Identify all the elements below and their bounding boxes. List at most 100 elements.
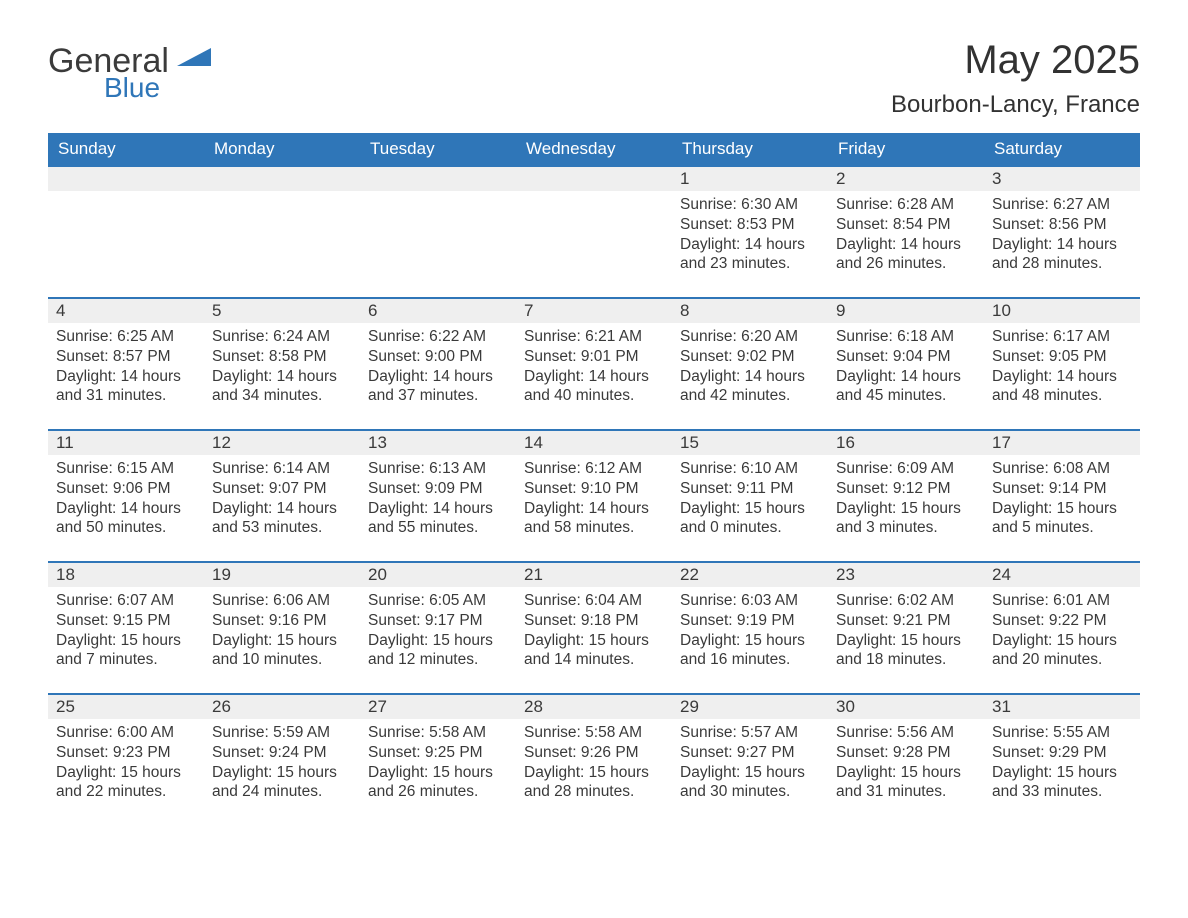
- sunrise-text: Sunrise: 6:28 AM: [836, 195, 976, 215]
- weekday-header: Saturday: [984, 133, 1140, 165]
- calendar-cell: [360, 165, 516, 297]
- sunrise-text: Sunrise: 6:14 AM: [212, 459, 352, 479]
- day-number: 24: [984, 561, 1140, 587]
- calendar-week: 1Sunrise: 6:30 AMSunset: 8:53 PMDaylight…: [48, 165, 1140, 297]
- day-number: 4: [48, 297, 204, 323]
- day-data: Sunrise: 6:08 AMSunset: 9:14 PMDaylight:…: [984, 455, 1140, 546]
- calendar-cell: 11Sunrise: 6:15 AMSunset: 9:06 PMDayligh…: [48, 429, 204, 561]
- sunrise-text: Sunrise: 6:10 AM: [680, 459, 820, 479]
- day-number: 19: [204, 561, 360, 587]
- header: General Blue May 2025 Bourbon-Lancy, Fra…: [48, 38, 1140, 119]
- sunset-text: Sunset: 9:07 PM: [212, 479, 352, 499]
- title-location: Bourbon-Lancy, France: [891, 91, 1140, 119]
- daylight-text: Daylight: 14 hours and 53 minutes.: [212, 499, 352, 539]
- calendar-cell: 25Sunrise: 6:00 AMSunset: 9:23 PMDayligh…: [48, 693, 204, 825]
- calendar-cell: 2Sunrise: 6:28 AMSunset: 8:54 PMDaylight…: [828, 165, 984, 297]
- day-data: Sunrise: 6:06 AMSunset: 9:16 PMDaylight:…: [204, 587, 360, 678]
- day-data: Sunrise: 5:58 AMSunset: 9:26 PMDaylight:…: [516, 719, 672, 810]
- calendar-week: 18Sunrise: 6:07 AMSunset: 9:15 PMDayligh…: [48, 561, 1140, 693]
- sunset-text: Sunset: 9:09 PM: [368, 479, 508, 499]
- day-number: 21: [516, 561, 672, 587]
- sunrise-text: Sunrise: 6:15 AM: [56, 459, 196, 479]
- daylight-text: Daylight: 14 hours and 26 minutes.: [836, 235, 976, 275]
- sunrise-text: Sunrise: 5:56 AM: [836, 723, 976, 743]
- sunset-text: Sunset: 9:00 PM: [368, 347, 508, 367]
- sunrise-text: Sunrise: 6:08 AM: [992, 459, 1132, 479]
- calendar-cell: 16Sunrise: 6:09 AMSunset: 9:12 PMDayligh…: [828, 429, 984, 561]
- calendar-cell: 24Sunrise: 6:01 AMSunset: 9:22 PMDayligh…: [984, 561, 1140, 693]
- sunrise-text: Sunrise: 6:12 AM: [524, 459, 664, 479]
- day-number: 10: [984, 297, 1140, 323]
- day-data: Sunrise: 5:58 AMSunset: 9:25 PMDaylight:…: [360, 719, 516, 810]
- daylight-text: Daylight: 14 hours and 48 minutes.: [992, 367, 1132, 407]
- sunrise-text: Sunrise: 6:06 AM: [212, 591, 352, 611]
- sunset-text: Sunset: 9:28 PM: [836, 743, 976, 763]
- sunset-text: Sunset: 8:53 PM: [680, 215, 820, 235]
- day-data: Sunrise: 6:28 AMSunset: 8:54 PMDaylight:…: [828, 191, 984, 282]
- sunset-text: Sunset: 9:16 PM: [212, 611, 352, 631]
- day-number: 25: [48, 693, 204, 719]
- day-data: Sunrise: 6:03 AMSunset: 9:19 PMDaylight:…: [672, 587, 828, 678]
- sunset-text: Sunset: 9:27 PM: [680, 743, 820, 763]
- day-data: Sunrise: 6:04 AMSunset: 9:18 PMDaylight:…: [516, 587, 672, 678]
- day-data: Sunrise: 6:00 AMSunset: 9:23 PMDaylight:…: [48, 719, 204, 810]
- day-number: 28: [516, 693, 672, 719]
- day-data: Sunrise: 6:27 AMSunset: 8:56 PMDaylight:…: [984, 191, 1140, 282]
- weekday-header: Monday: [204, 133, 360, 165]
- daylight-text: Daylight: 14 hours and 42 minutes.: [680, 367, 820, 407]
- day-data: Sunrise: 6:21 AMSunset: 9:01 PMDaylight:…: [516, 323, 672, 414]
- calendar-cell: 28Sunrise: 5:58 AMSunset: 9:26 PMDayligh…: [516, 693, 672, 825]
- daylight-text: Daylight: 15 hours and 24 minutes.: [212, 763, 352, 803]
- day-data: Sunrise: 6:05 AMSunset: 9:17 PMDaylight:…: [360, 587, 516, 678]
- day-number: 14: [516, 429, 672, 455]
- title-block: May 2025 Bourbon-Lancy, France: [891, 38, 1140, 119]
- sunrise-text: Sunrise: 6:05 AM: [368, 591, 508, 611]
- calendar-cell: [204, 165, 360, 297]
- sunrise-text: Sunrise: 6:04 AM: [524, 591, 664, 611]
- calendar-cell: 14Sunrise: 6:12 AMSunset: 9:10 PMDayligh…: [516, 429, 672, 561]
- daylight-text: Daylight: 14 hours and 40 minutes.: [524, 367, 664, 407]
- calendar-cell: 30Sunrise: 5:56 AMSunset: 9:28 PMDayligh…: [828, 693, 984, 825]
- daylight-text: Daylight: 15 hours and 5 minutes.: [992, 499, 1132, 539]
- day-number: 3: [984, 165, 1140, 191]
- sunset-text: Sunset: 9:05 PM: [992, 347, 1132, 367]
- calendar-cell: 3Sunrise: 6:27 AMSunset: 8:56 PMDaylight…: [984, 165, 1140, 297]
- day-data: Sunrise: 6:09 AMSunset: 9:12 PMDaylight:…: [828, 455, 984, 546]
- sunset-text: Sunset: 9:22 PM: [992, 611, 1132, 631]
- day-data: Sunrise: 5:55 AMSunset: 9:29 PMDaylight:…: [984, 719, 1140, 810]
- daylight-text: Daylight: 14 hours and 28 minutes.: [992, 235, 1132, 275]
- day-number: 20: [360, 561, 516, 587]
- sunrise-text: Sunrise: 6:02 AM: [836, 591, 976, 611]
- calendar-cell: 18Sunrise: 6:07 AMSunset: 9:15 PMDayligh…: [48, 561, 204, 693]
- calendar-cell: 12Sunrise: 6:14 AMSunset: 9:07 PMDayligh…: [204, 429, 360, 561]
- sunrise-text: Sunrise: 6:18 AM: [836, 327, 976, 347]
- calendar-week: 11Sunrise: 6:15 AMSunset: 9:06 PMDayligh…: [48, 429, 1140, 561]
- day-data: Sunrise: 6:14 AMSunset: 9:07 PMDaylight:…: [204, 455, 360, 546]
- daylight-text: Daylight: 15 hours and 28 minutes.: [524, 763, 664, 803]
- day-data: Sunrise: 6:25 AMSunset: 8:57 PMDaylight:…: [48, 323, 204, 414]
- sunrise-text: Sunrise: 6:20 AM: [680, 327, 820, 347]
- daylight-text: Daylight: 15 hours and 12 minutes.: [368, 631, 508, 671]
- calendar-table: SundayMondayTuesdayWednesdayThursdayFrid…: [48, 133, 1140, 825]
- day-number: 9: [828, 297, 984, 323]
- day-number-bar: [204, 165, 360, 191]
- sunset-text: Sunset: 9:10 PM: [524, 479, 664, 499]
- sunrise-text: Sunrise: 6:24 AM: [212, 327, 352, 347]
- day-number: 12: [204, 429, 360, 455]
- sunset-text: Sunset: 8:58 PM: [212, 347, 352, 367]
- day-data: Sunrise: 6:12 AMSunset: 9:10 PMDaylight:…: [516, 455, 672, 546]
- day-data: Sunrise: 6:24 AMSunset: 8:58 PMDaylight:…: [204, 323, 360, 414]
- sunrise-text: Sunrise: 6:01 AM: [992, 591, 1132, 611]
- daylight-text: Daylight: 15 hours and 22 minutes.: [56, 763, 196, 803]
- brand-logo: General Blue: [48, 44, 211, 102]
- sunset-text: Sunset: 9:19 PM: [680, 611, 820, 631]
- brand-triangle-icon: [177, 44, 211, 71]
- calendar-cell: 6Sunrise: 6:22 AMSunset: 9:00 PMDaylight…: [360, 297, 516, 429]
- weekday-header: Tuesday: [360, 133, 516, 165]
- brand-word2: Blue: [104, 74, 211, 102]
- day-data: Sunrise: 6:02 AMSunset: 9:21 PMDaylight:…: [828, 587, 984, 678]
- sunset-text: Sunset: 8:56 PM: [992, 215, 1132, 235]
- day-number-bar: [360, 165, 516, 191]
- calendar-week: 25Sunrise: 6:00 AMSunset: 9:23 PMDayligh…: [48, 693, 1140, 825]
- calendar-cell: 19Sunrise: 6:06 AMSunset: 9:16 PMDayligh…: [204, 561, 360, 693]
